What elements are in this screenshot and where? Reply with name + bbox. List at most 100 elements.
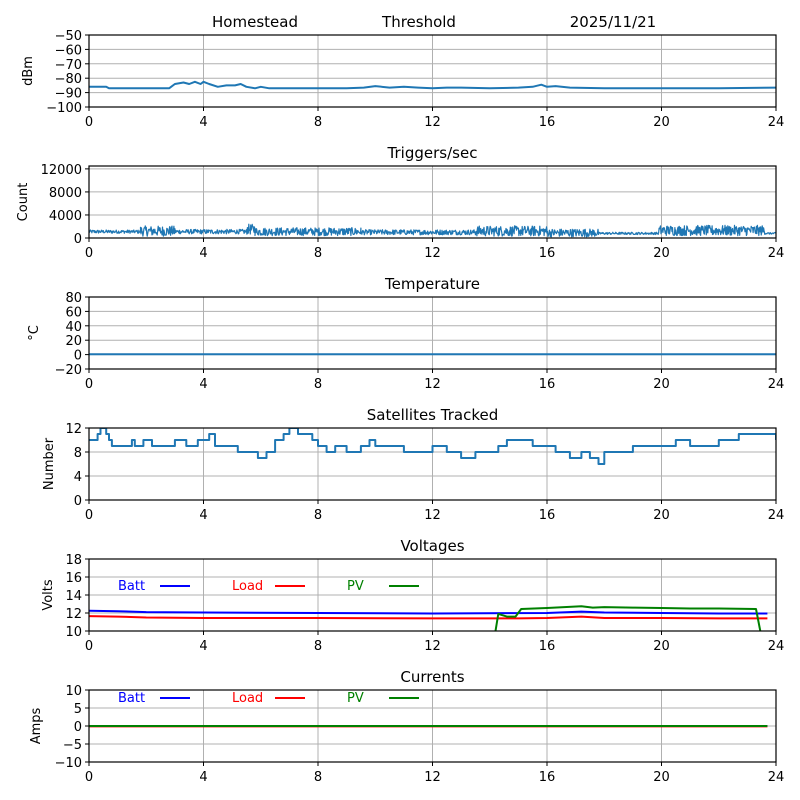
x-tick-label: 24 bbox=[768, 377, 785, 392]
panel-voltages: 0 4 8 12 16 20 24 10 12 14 16 18 Voltages Volts Batt Lo… bbox=[41, 537, 784, 654]
panel-satellites: 0 4 8 12 16 20 24 0 4 8 12 Satellites Tracked Number bbox=[42, 406, 784, 523]
y-tick-label: 10 bbox=[65, 684, 82, 699]
y-axis-label: Amps bbox=[29, 707, 44, 744]
y-axis-label: Number bbox=[42, 437, 57, 490]
y-tick-label: −100 bbox=[46, 101, 82, 116]
y-tick-label: −60 bbox=[55, 43, 82, 58]
x-tick-label: 0 bbox=[85, 639, 93, 654]
x-tick-label: 12 bbox=[424, 639, 441, 654]
y-axis-label: Volts bbox=[41, 579, 56, 611]
x-tick-label: 20 bbox=[653, 770, 670, 785]
header-date: 2025/11/21 bbox=[570, 13, 656, 31]
y-tick-label: 12000 bbox=[41, 163, 82, 178]
header-station: Homestead bbox=[212, 13, 298, 31]
x-tick-label: 24 bbox=[768, 246, 785, 261]
panel-title: Voltages bbox=[400, 537, 464, 555]
x-tick-label: 20 bbox=[653, 639, 670, 654]
legend-label-pv: PV bbox=[347, 579, 364, 594]
x-tick-label: 16 bbox=[539, 770, 556, 785]
x-tick-label: 24 bbox=[768, 508, 785, 523]
y-tick-label: −70 bbox=[55, 58, 82, 73]
x-tick-label: 0 bbox=[85, 246, 93, 261]
series-line-load bbox=[89, 615, 768, 620]
series-line-triggers bbox=[89, 223, 776, 238]
x-tick-label: 4 bbox=[199, 508, 207, 523]
panel-title: Satellites Tracked bbox=[367, 406, 498, 424]
legend-label-batt: Batt bbox=[118, 691, 145, 706]
panel-currents: 0 4 8 12 16 20 24 −10 −5 0 5 10 Currents Amps Batt Load… bbox=[29, 668, 784, 785]
y-tick-label: 8 bbox=[74, 446, 82, 461]
x-tick-label: 0 bbox=[85, 115, 93, 130]
x-tick-label: 20 bbox=[653, 377, 670, 392]
y-tick-label: 5 bbox=[74, 702, 82, 717]
y-tick-label: 60 bbox=[65, 305, 82, 320]
x-tick-label: 0 bbox=[85, 770, 93, 785]
x-tick-label: 20 bbox=[653, 508, 670, 523]
x-tick-label: 8 bbox=[314, 770, 322, 785]
x-tick-label: 0 bbox=[85, 508, 93, 523]
y-axis-label: °C bbox=[27, 325, 42, 341]
y-tick-label: 0 bbox=[74, 232, 82, 247]
x-tick-label: 16 bbox=[539, 508, 556, 523]
x-tick-label: 8 bbox=[314, 246, 322, 261]
y-tick-label: −5 bbox=[63, 738, 82, 753]
y-axis-label: dBm bbox=[21, 56, 36, 86]
legend-label-batt: Batt bbox=[118, 579, 145, 594]
legend-label-load: Load bbox=[232, 691, 263, 706]
x-tick-label: 16 bbox=[539, 639, 556, 654]
series-line-pv bbox=[494, 605, 762, 631]
y-tick-label: 16 bbox=[65, 571, 82, 586]
y-tick-label: 14 bbox=[65, 589, 82, 604]
x-tick-label: 4 bbox=[199, 770, 207, 785]
x-tick-label: 12 bbox=[424, 246, 441, 261]
y-axis-label: Count bbox=[16, 183, 31, 222]
legend-label-pv: PV bbox=[347, 691, 364, 706]
panel-title: Triggers/sec bbox=[387, 144, 478, 162]
x-tick-label: 24 bbox=[768, 639, 785, 654]
y-tick-label: 10 bbox=[65, 625, 82, 640]
y-tick-label: 4000 bbox=[49, 209, 82, 224]
panel-signal: 0 4 8 12 16 20 24 −100−90−80−70−60−50 dBm bbox=[21, 29, 784, 130]
y-tick-label: 18 bbox=[65, 553, 82, 568]
x-tick-label: 4 bbox=[199, 639, 207, 654]
x-tick-label: 20 bbox=[653, 246, 670, 261]
header-mode: Threshold bbox=[381, 13, 456, 31]
y-tick-label: 0 bbox=[74, 494, 82, 509]
x-tick-label: 8 bbox=[314, 377, 322, 392]
x-tick-label: 4 bbox=[199, 115, 207, 130]
x-tick-label: 8 bbox=[314, 508, 322, 523]
y-tick-label: −50 bbox=[55, 29, 82, 44]
y-tick-label: −10 bbox=[55, 756, 82, 771]
x-tick-label: 4 bbox=[199, 246, 207, 261]
series-line-batt bbox=[89, 609, 768, 615]
x-tick-label: 16 bbox=[539, 246, 556, 261]
y-tick-label: −20 bbox=[55, 363, 82, 378]
panel-title: Currents bbox=[400, 668, 464, 686]
y-tick-label: 4 bbox=[74, 470, 82, 485]
y-tick-label: 0 bbox=[74, 720, 82, 735]
x-tick-label: 12 bbox=[424, 508, 441, 523]
panel-triggers: 0 4 8 12 16 20 24 0 4000 8000 12000 Triggers/sec Cou… bbox=[16, 144, 784, 261]
x-tick-label: 16 bbox=[539, 115, 556, 130]
y-tick-label: 80 bbox=[65, 291, 82, 306]
y-tick-label: 8000 bbox=[49, 186, 82, 201]
x-tick-label: 12 bbox=[424, 115, 441, 130]
x-tick-label: 8 bbox=[314, 639, 322, 654]
x-tick-label: 0 bbox=[85, 377, 93, 392]
x-tick-label: 16 bbox=[539, 377, 556, 392]
y-tick-label: 40 bbox=[65, 320, 82, 335]
y-tick-label: 0 bbox=[74, 349, 82, 364]
y-tick-label: −90 bbox=[55, 87, 82, 102]
panel-title: Temperature bbox=[384, 275, 480, 293]
legend-label-load: Load bbox=[232, 579, 263, 594]
x-tick-label: 24 bbox=[768, 115, 785, 130]
y-tick-label: 12 bbox=[65, 607, 82, 622]
y-tick-label: −80 bbox=[55, 72, 82, 87]
x-tick-label: 4 bbox=[199, 377, 207, 392]
x-tick-label: 24 bbox=[768, 770, 785, 785]
y-tick-label: 20 bbox=[65, 334, 82, 349]
x-tick-label: 8 bbox=[314, 115, 322, 130]
x-tick-label: 12 bbox=[424, 377, 441, 392]
